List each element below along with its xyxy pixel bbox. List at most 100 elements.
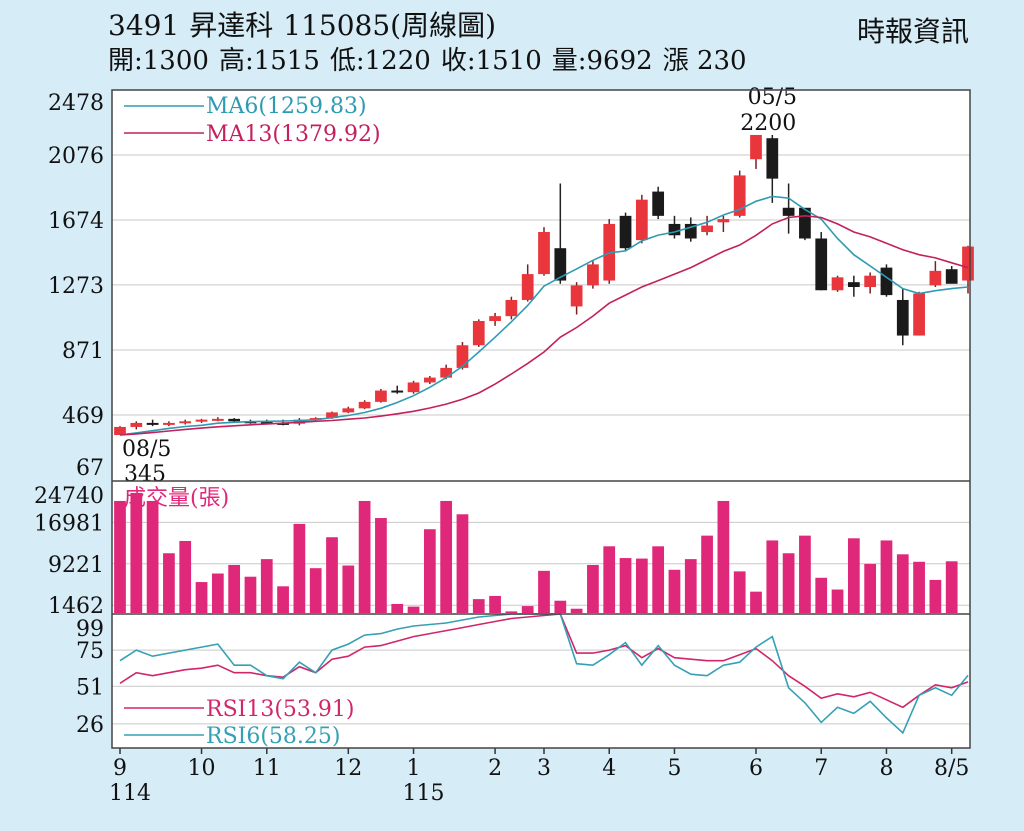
volume-bar (472, 599, 485, 613)
volume-tick-label: 16981 (34, 511, 104, 536)
volume-bar (114, 500, 126, 613)
candle-body (750, 134, 762, 160)
candle-body (505, 299, 518, 317)
volume-bar (489, 595, 501, 613)
low-date-annotation: 08/5 (122, 437, 171, 462)
volume-bar (407, 606, 420, 613)
candle-body (799, 207, 811, 239)
candle-body (619, 215, 632, 249)
price-tick-label: 1674 (48, 209, 104, 234)
candle-body (652, 191, 665, 216)
stock-code: 3491 (108, 9, 180, 42)
volume-bar (880, 540, 893, 613)
low-value: 低:1220 (329, 46, 431, 76)
volume-bar (913, 561, 925, 613)
volume-bar (847, 538, 860, 613)
candle-body (130, 422, 143, 427)
volume-bar (864, 563, 877, 613)
x-month-label: 2 (488, 756, 502, 781)
volume-bar (309, 568, 322, 613)
candle-body (114, 426, 126, 436)
stock-name: 昇達科 (189, 9, 274, 42)
plot-background (112, 90, 970, 748)
volume-bar (244, 576, 257, 613)
x-month-label: 9 (113, 756, 127, 781)
high-value-annotation: 2200 (740, 111, 796, 136)
volume-bar (146, 500, 159, 613)
volume-bar (750, 591, 762, 613)
close-value: 收:1510 (440, 46, 542, 76)
x-month-label: 7 (814, 756, 828, 781)
candle-body (896, 299, 909, 336)
candle-body (538, 232, 550, 275)
volume-bar (799, 535, 811, 613)
volume-bar (929, 579, 942, 613)
x-month-label: 11 (253, 756, 281, 781)
volume-bar (293, 523, 306, 613)
volume-bar (228, 564, 241, 613)
candle-body (260, 422, 273, 425)
volume-bar (782, 553, 795, 613)
candle-body (962, 246, 974, 281)
volume-bar (668, 569, 681, 613)
high-value: 高:1515 (218, 46, 320, 76)
volume-tick-label: 1462 (48, 594, 104, 619)
volume-bar (505, 611, 518, 613)
price-tick-label: 1273 (48, 274, 104, 299)
candle-body (847, 282, 860, 288)
high-date-annotation: 05/5 (748, 85, 797, 110)
price-tick-label: 67 (76, 456, 104, 481)
candle-body (407, 382, 420, 393)
x-month-label: 1 (407, 756, 421, 781)
change-value: 漲 230 (662, 46, 747, 76)
chart-title: 3491 昇達科 115085(周線圖) (108, 10, 506, 42)
candle-body (831, 277, 844, 291)
volume-bar (440, 500, 453, 613)
volume-bar (684, 559, 697, 613)
volume-bar (130, 492, 143, 613)
candle-body (375, 390, 387, 402)
ma6-line (119, 195, 969, 436)
candle-body (782, 207, 795, 216)
price-tick-label: 469 (62, 404, 104, 429)
x-month-label: 3 (537, 756, 551, 781)
candle-body (587, 264, 599, 286)
rsi-tick-label: 99 (76, 617, 104, 642)
candle-body (880, 267, 893, 296)
rsi13-line (119, 613, 969, 709)
volume-tick-label: 24740 (34, 484, 104, 509)
candle-body (684, 223, 697, 239)
x-year-label: 114 (109, 781, 151, 806)
candle-body (391, 390, 404, 393)
candle-body (456, 345, 469, 368)
volume-bar (896, 554, 909, 613)
candle-body (929, 270, 942, 286)
volume-bar (635, 558, 648, 613)
volume-tick-label: 9221 (48, 553, 104, 578)
x-year-label: 115 (403, 781, 445, 806)
x-month-label: 5 (667, 756, 681, 781)
candle-body (163, 422, 175, 425)
volume-bar (831, 589, 844, 613)
candle-body (815, 238, 828, 291)
candle-body (358, 401, 371, 409)
open-value: 開:1300 (108, 46, 209, 76)
volume-bar (326, 537, 338, 613)
volume-bar (619, 558, 632, 613)
volume-bar (375, 518, 387, 613)
low-value-annotation: 345 (124, 462, 166, 487)
candle-body (945, 269, 958, 284)
rsi-tick-label: 51 (76, 675, 104, 700)
candle-body (211, 418, 224, 421)
price-tick-label: 2076 (48, 144, 104, 169)
ma6-legend-label: MA6(1259.83) (206, 94, 367, 119)
volume-bar (423, 529, 436, 613)
candle-body (521, 274, 534, 300)
ma13-legend-label: MA13(1379.92) (206, 122, 381, 147)
volume-bar (211, 573, 224, 613)
volume-bar (277, 586, 289, 613)
volume-value: 量:9692 (551, 46, 653, 76)
volume-bar (554, 600, 567, 613)
candle-body (195, 419, 208, 422)
